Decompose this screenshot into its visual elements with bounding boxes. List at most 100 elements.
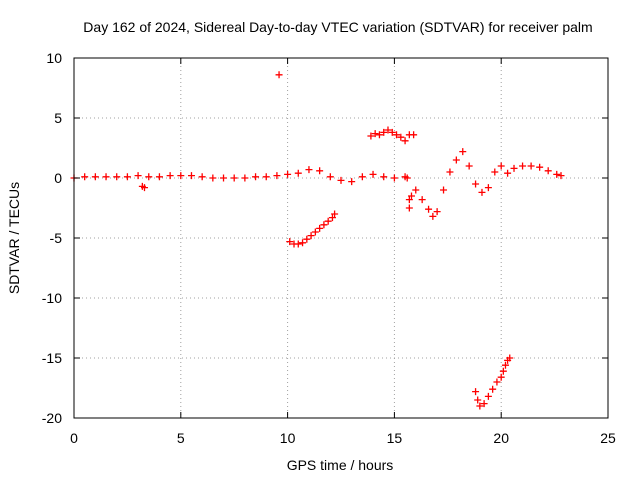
data-point [410, 131, 418, 139]
data-point [230, 174, 238, 182]
data-point [489, 385, 497, 393]
y-tick-label: -10 [42, 290, 62, 306]
data-point [209, 174, 217, 182]
data-point [294, 169, 302, 177]
data-point [286, 238, 294, 246]
data-point [252, 173, 260, 181]
data-point [326, 173, 334, 181]
data-point [536, 163, 544, 171]
data-point [446, 168, 454, 176]
data-point [375, 131, 383, 139]
x-tick-label: 10 [280, 430, 296, 446]
x-tick-label: 25 [600, 430, 616, 446]
y-tick-label: 5 [54, 110, 62, 126]
data-point [81, 173, 89, 181]
data-point [425, 205, 433, 213]
data-point [393, 131, 401, 139]
y-tick-label: -15 [42, 350, 62, 366]
data-point [403, 174, 411, 182]
data-point [472, 388, 480, 396]
data-point [380, 128, 388, 136]
data-point [102, 173, 110, 181]
data-point [348, 178, 356, 186]
data-point [358, 173, 366, 181]
series-upper-segment-14-16 [367, 126, 418, 145]
data-point [484, 392, 492, 400]
series-main-band [70, 166, 409, 186]
data-point [452, 156, 460, 164]
axis-ticks [73, 57, 609, 419]
data-point [506, 354, 514, 362]
data-point [177, 172, 185, 180]
data-point [497, 373, 505, 381]
data-points [70, 71, 565, 410]
data-point [476, 402, 484, 410]
data-point [303, 235, 311, 243]
data-point [273, 172, 281, 180]
data-point [299, 239, 307, 247]
y-tick-label: 0 [54, 170, 62, 186]
data-point [519, 162, 527, 170]
data-point [371, 130, 379, 138]
data-point [220, 174, 228, 182]
data-point [113, 173, 121, 181]
data-point [324, 217, 332, 225]
data-point [145, 173, 153, 181]
data-point [397, 133, 405, 141]
data-point [328, 214, 336, 222]
data-point [320, 221, 328, 229]
data-point [501, 361, 509, 369]
y-tick-label: 10 [46, 50, 62, 66]
data-point [390, 174, 398, 182]
x-tick-label: 20 [493, 430, 509, 446]
data-point [557, 172, 565, 180]
x-tick-label: 15 [387, 430, 403, 446]
data-point [311, 228, 319, 236]
series-low-segment-19-20 [472, 354, 514, 410]
data-point [337, 176, 345, 184]
data-point [134, 172, 142, 180]
data-point [412, 186, 420, 194]
data-point [367, 132, 375, 140]
x-tick-labels: 0 5 10 15 20 25 [70, 430, 616, 446]
data-point [405, 196, 413, 204]
y-tick-label: -5 [50, 230, 63, 246]
y-tick-labels: 10 5 0 -5 -10 -15 -20 [42, 50, 62, 426]
data-point [198, 173, 206, 181]
x-tick-label: 0 [70, 430, 78, 446]
data-point [294, 240, 302, 248]
data-point [275, 71, 283, 79]
data-point [166, 172, 174, 180]
data-point [499, 367, 507, 375]
data-point [123, 173, 131, 181]
data-point [155, 173, 163, 181]
data-point [433, 208, 441, 216]
data-point [504, 169, 512, 177]
data-point [305, 166, 313, 174]
data-point [187, 172, 195, 180]
data-point [474, 396, 482, 404]
x-tick-label: 5 [177, 430, 185, 446]
data-point [527, 162, 535, 170]
data-point [544, 167, 552, 175]
series-isolated-points [138, 71, 415, 212]
series-arc-10-to-12 [286, 210, 339, 248]
data-point [472, 180, 480, 188]
data-point [284, 170, 292, 178]
data-point [480, 400, 488, 408]
data-point [497, 162, 505, 170]
x-axis-label: GPS time / hours [287, 457, 394, 473]
data-point [388, 128, 396, 136]
data-point [418, 196, 426, 204]
data-point [307, 232, 315, 240]
chart-title: Day 162 of 2024, Sidereal Day-to-day VTE… [83, 19, 592, 35]
data-point [91, 173, 99, 181]
data-point [331, 210, 339, 218]
data-point [316, 224, 324, 232]
data-point [465, 162, 473, 170]
data-point [478, 188, 486, 196]
data-point [491, 168, 499, 176]
data-point [369, 170, 377, 178]
y-tick-label: -20 [42, 410, 62, 426]
